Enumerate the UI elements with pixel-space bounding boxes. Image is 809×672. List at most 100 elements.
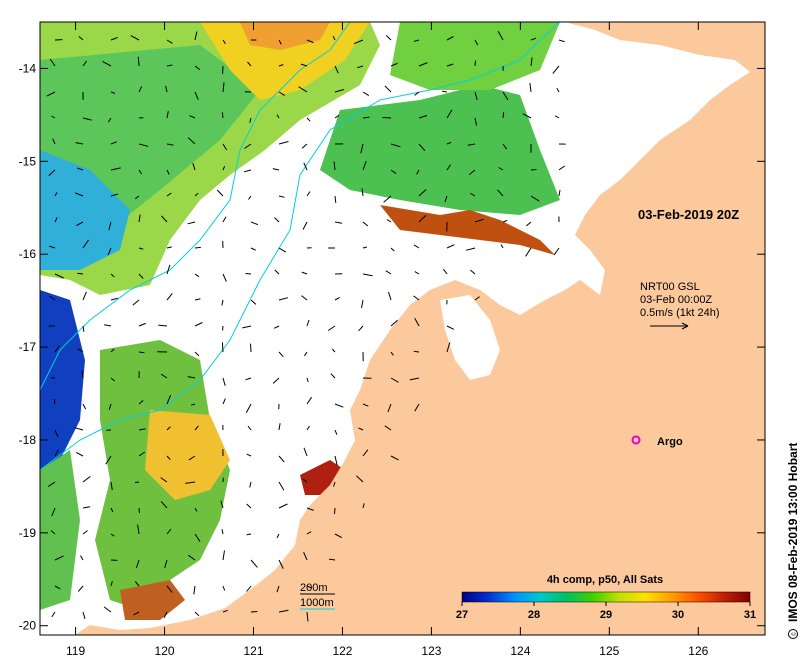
longitude-axis: 119 120 121 122 123 124 125 126 xyxy=(66,22,709,658)
current-arrow xyxy=(242,325,252,329)
current-arrow xyxy=(194,322,203,327)
current-arrow xyxy=(246,585,252,592)
current-arrow xyxy=(53,398,56,405)
current-arrow xyxy=(102,60,112,67)
current-arrow xyxy=(525,247,532,257)
current-arrow xyxy=(502,111,505,119)
current-arrow xyxy=(386,219,392,223)
current-arrow xyxy=(110,167,121,171)
current-arrow xyxy=(414,318,420,327)
current-arrow xyxy=(446,63,454,67)
current-arrow xyxy=(103,606,112,613)
current-arrow xyxy=(166,143,174,146)
current-arrow xyxy=(250,343,252,353)
current-arrow xyxy=(498,167,504,171)
current-arrow xyxy=(413,39,420,42)
lat-tick-label: -18 xyxy=(19,433,37,447)
current-arrow xyxy=(361,299,364,309)
king-sound-inlet xyxy=(440,295,500,380)
current-arrow xyxy=(474,39,479,46)
current-arrow xyxy=(74,427,84,431)
current-arrow xyxy=(353,39,364,45)
current-arrow xyxy=(306,531,312,535)
current-arrow xyxy=(357,65,364,69)
current-arrow xyxy=(558,165,566,171)
current-arrow xyxy=(160,477,168,483)
current-arrow xyxy=(418,189,427,197)
sst-patch-cool-blue xyxy=(40,150,130,270)
colorbar-ticks: 27 28 29 30 31 xyxy=(456,602,756,621)
current-arrow xyxy=(278,195,285,198)
current-arrow xyxy=(416,169,420,175)
current-legend-line3: 0.5m/s (1kt 24h) xyxy=(640,307,719,319)
current-arrow xyxy=(222,585,226,591)
plot-border xyxy=(39,21,766,636)
current-arrow xyxy=(51,507,56,517)
svg-text:c: c xyxy=(791,632,798,636)
current-arrow xyxy=(468,169,476,175)
current-arrow xyxy=(301,143,308,149)
current-arrow xyxy=(221,342,224,353)
current-arrow xyxy=(385,270,392,275)
latitude-axis: -14 -15 -16 -17 -18 -19 -20 xyxy=(19,61,765,633)
current-arrow xyxy=(497,189,504,197)
current-arrow xyxy=(390,455,399,461)
current-arrow xyxy=(221,299,224,306)
current-arrow xyxy=(222,166,226,171)
current-arrow xyxy=(108,403,112,410)
current-arrow xyxy=(107,117,112,123)
colorbar-gradient xyxy=(461,591,751,603)
current-arrow xyxy=(54,345,60,353)
current-arrow xyxy=(110,348,115,353)
current-arrow xyxy=(138,400,144,405)
current-arrow xyxy=(187,376,196,379)
current-arrow xyxy=(362,403,369,407)
current-arrow xyxy=(75,221,84,227)
current-arrow xyxy=(194,65,201,71)
current-arrow xyxy=(54,585,61,590)
current-arrow xyxy=(418,115,428,119)
current-arrow xyxy=(302,478,308,483)
current-arrow xyxy=(306,585,312,589)
current-arrow xyxy=(138,86,143,93)
current-arrow xyxy=(333,481,336,487)
current-arrow xyxy=(166,39,173,44)
current-arrow xyxy=(306,425,310,431)
current-arrow xyxy=(278,455,285,463)
current-arrow xyxy=(474,117,478,126)
current-arrow xyxy=(110,91,116,94)
lat-tick-label: -16 xyxy=(19,247,37,261)
current-arrow xyxy=(276,533,280,539)
isobath-200m xyxy=(40,22,561,471)
lon-tick-label: 125 xyxy=(599,644,619,658)
current-arrow xyxy=(75,192,84,197)
current-arrow xyxy=(138,451,146,457)
current-arrow xyxy=(334,455,338,466)
current-arrow xyxy=(161,215,168,223)
lat-tick-label: -20 xyxy=(19,619,37,633)
current-arrow xyxy=(133,611,140,616)
current-arrow xyxy=(248,195,252,200)
current-arrow xyxy=(54,192,58,197)
current-arrow xyxy=(54,449,59,457)
current-arrow xyxy=(82,403,87,410)
current-arrow xyxy=(187,554,196,561)
current-arrow xyxy=(444,195,448,203)
current-arrow xyxy=(222,377,226,386)
colorbar-tick-label: 30 xyxy=(672,609,684,621)
lon-tick-label: 124 xyxy=(510,644,530,658)
current-arrow xyxy=(328,558,336,561)
copyright-icon: c xyxy=(788,629,798,639)
current-arrow xyxy=(194,192,199,197)
current-arrow xyxy=(278,91,285,96)
current-arrow xyxy=(558,39,565,43)
current-arrow xyxy=(49,295,56,301)
current-arrow xyxy=(138,247,144,250)
current-arrow xyxy=(194,425,199,431)
current-arrow xyxy=(166,169,170,175)
current-arrow xyxy=(298,86,308,93)
argo-float-marker: Argo xyxy=(631,435,683,448)
current-arrow xyxy=(166,192,172,197)
current-arrow xyxy=(108,221,112,231)
lon-tick-label: 123 xyxy=(421,644,441,658)
